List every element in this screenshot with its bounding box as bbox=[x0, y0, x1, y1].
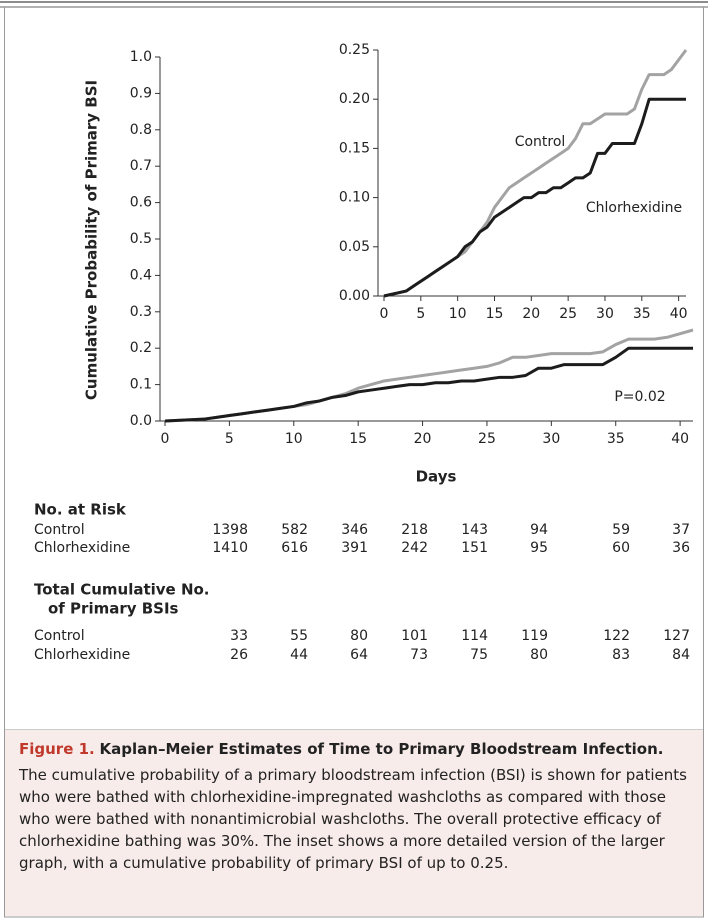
row-label: Control bbox=[34, 628, 85, 644]
table-cell: 94 bbox=[530, 522, 548, 538]
x-tick-label: 5 bbox=[416, 306, 425, 322]
y-tick-label: 0.4 bbox=[130, 267, 152, 283]
table-cell: 60 bbox=[612, 540, 630, 556]
table-cell: 151 bbox=[461, 540, 488, 556]
table-cell: 95 bbox=[530, 540, 548, 556]
table-cell: 616 bbox=[281, 540, 308, 556]
table-cell: 80 bbox=[530, 647, 548, 663]
table-cell: 83 bbox=[612, 647, 630, 663]
x-tick-label: 40 bbox=[670, 306, 688, 322]
x-tick-label: 15 bbox=[349, 431, 367, 447]
table-cell: 1398 bbox=[212, 522, 248, 538]
x-axis-title: Days bbox=[416, 468, 457, 486]
x-tick-label: 25 bbox=[478, 431, 496, 447]
table-cell: 36 bbox=[672, 540, 690, 556]
row-label: Chlorhexidine bbox=[34, 647, 130, 663]
table-cell: 44 bbox=[290, 647, 308, 663]
table-cell: 1410 bbox=[212, 540, 248, 556]
x-tick-label: 10 bbox=[285, 431, 303, 447]
table-cell: 73 bbox=[410, 647, 428, 663]
km-curve bbox=[383, 49, 688, 298]
table-cell: 127 bbox=[663, 628, 690, 644]
x-tick-label: 15 bbox=[486, 306, 504, 322]
y-tick-label: 0.1 bbox=[130, 377, 152, 393]
caption: Figure 1. Kaplan–Meier Estimates of Time… bbox=[5, 730, 703, 916]
y-tick-label: 0.25 bbox=[339, 42, 370, 58]
table-cell: 582 bbox=[281, 522, 308, 538]
km-curve bbox=[164, 346, 693, 423]
annotation: P=0.02 bbox=[614, 389, 665, 405]
table-cell: 242 bbox=[401, 540, 428, 556]
x-tick-label: 40 bbox=[671, 431, 689, 447]
row-label: Chlorhexidine bbox=[34, 540, 130, 556]
y-tick-label: 0.20 bbox=[339, 91, 370, 107]
legend-label: Control bbox=[515, 134, 566, 150]
y-axis-title: Cumulative Probability of Primary BSI bbox=[83, 80, 101, 400]
y-tick-label: 0.3 bbox=[130, 304, 152, 320]
y-tick-label: 0.2 bbox=[130, 340, 152, 356]
table-cell: 122 bbox=[603, 628, 630, 644]
x-tick-label: 30 bbox=[542, 431, 560, 447]
x-tick-label: 0 bbox=[161, 431, 170, 447]
x-tick-label: 0 bbox=[380, 306, 389, 322]
y-tick-label: 0.5 bbox=[130, 231, 152, 247]
y-tick-label: 0.05 bbox=[339, 239, 370, 255]
y-tick-label: 0.10 bbox=[339, 190, 370, 206]
y-tick-label: 0.00 bbox=[339, 288, 370, 304]
table-cell: 37 bbox=[672, 522, 690, 538]
y-tick-label: 0.0 bbox=[130, 413, 152, 429]
table-cell: 59 bbox=[612, 522, 630, 538]
table-cell: 80 bbox=[350, 628, 368, 644]
x-tick-label: 30 bbox=[596, 306, 614, 322]
x-tick-label: 10 bbox=[449, 306, 467, 322]
table-cell: 101 bbox=[401, 628, 428, 644]
x-tick-label: 5 bbox=[225, 431, 234, 447]
x-tick-label: 35 bbox=[607, 431, 625, 447]
table-title: of Primary BSIs bbox=[48, 600, 179, 618]
x-tick-label: 25 bbox=[559, 306, 577, 322]
table-cell: 218 bbox=[401, 522, 428, 538]
figure-label: Figure 1. bbox=[19, 740, 95, 758]
y-tick-label: 0.8 bbox=[130, 122, 152, 138]
row-label: Control bbox=[34, 522, 85, 538]
table-cell: 114 bbox=[461, 628, 488, 644]
x-tick-label: 20 bbox=[522, 306, 540, 322]
table-cell: 143 bbox=[461, 522, 488, 538]
table-title: No. at Risk bbox=[34, 501, 127, 519]
km-curve bbox=[383, 97, 686, 298]
caption-text: The cumulative probability of a primary … bbox=[19, 766, 687, 872]
y-tick-label: 0.7 bbox=[130, 158, 152, 174]
x-tick-label: 20 bbox=[414, 431, 432, 447]
table-cell: 33 bbox=[230, 628, 248, 644]
legend-label: Chlorhexidine bbox=[586, 200, 682, 216]
figure-title: Kaplan–Meier Estimates of Time to Primar… bbox=[99, 740, 664, 758]
y-tick-label: 1.0 bbox=[130, 49, 152, 65]
table-cell: 346 bbox=[341, 522, 368, 538]
table-cell: 391 bbox=[341, 540, 368, 556]
y-tick-label: 0.9 bbox=[130, 85, 152, 101]
table-cell: 75 bbox=[470, 647, 488, 663]
table-cell: 55 bbox=[290, 628, 308, 644]
x-tick-label: 35 bbox=[633, 306, 651, 322]
y-tick-label: 0.6 bbox=[130, 195, 152, 211]
table-title: Total Cumulative No. bbox=[34, 581, 210, 599]
table-cell: 64 bbox=[350, 647, 368, 663]
table-cell: 84 bbox=[672, 647, 690, 663]
km-curve bbox=[164, 328, 694, 423]
table-cell: 119 bbox=[521, 628, 548, 644]
y-tick-label: 0.15 bbox=[339, 140, 370, 156]
table-cell: 26 bbox=[230, 647, 248, 663]
